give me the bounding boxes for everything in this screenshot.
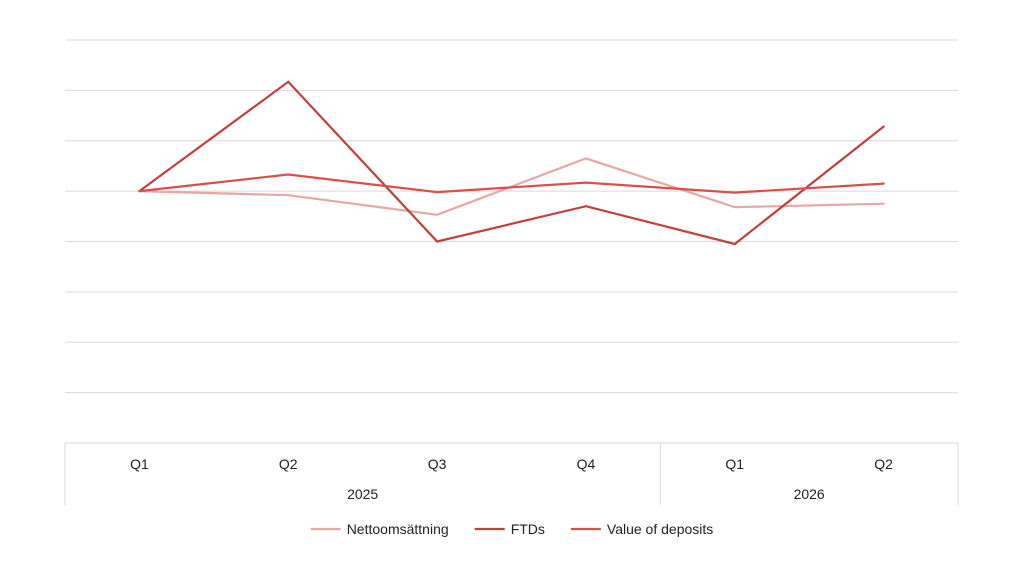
x-tick-label: Q2 (874, 456, 893, 472)
x-tick-label: Q1 (130, 456, 149, 472)
x-axis-tick-labels: Q1 Q2 Q3 Q4 2025 Q1 Q2 2026 (130, 456, 893, 502)
x-tick-label: Q3 (428, 456, 447, 472)
legend-label: Nettoomsättning (347, 521, 449, 537)
series-lines (138, 80, 885, 246)
legend-label: Value of deposits (607, 521, 713, 537)
gridlines (65, 39, 958, 444)
series-2 (138, 173, 885, 194)
series-1 (138, 80, 885, 246)
category-axis-table (64, 443, 959, 505)
legend-item: FTDs (474, 521, 545, 537)
x-tick-label: Q2 (279, 456, 298, 472)
x-group-label: 2026 (794, 486, 825, 502)
series-line (138, 173, 885, 194)
x-tick-label: Q1 (725, 456, 744, 472)
legend-item: Nettoomsättning (310, 521, 449, 537)
x-group-label: 2025 (347, 486, 378, 502)
series-line (138, 80, 885, 246)
x-tick-label: Q4 (577, 456, 596, 472)
legend-item: Value of deposits (570, 521, 713, 537)
legend: Nettoomsättning FTDs Value of deposits (310, 521, 713, 537)
legend-label: FTDs (511, 521, 545, 537)
